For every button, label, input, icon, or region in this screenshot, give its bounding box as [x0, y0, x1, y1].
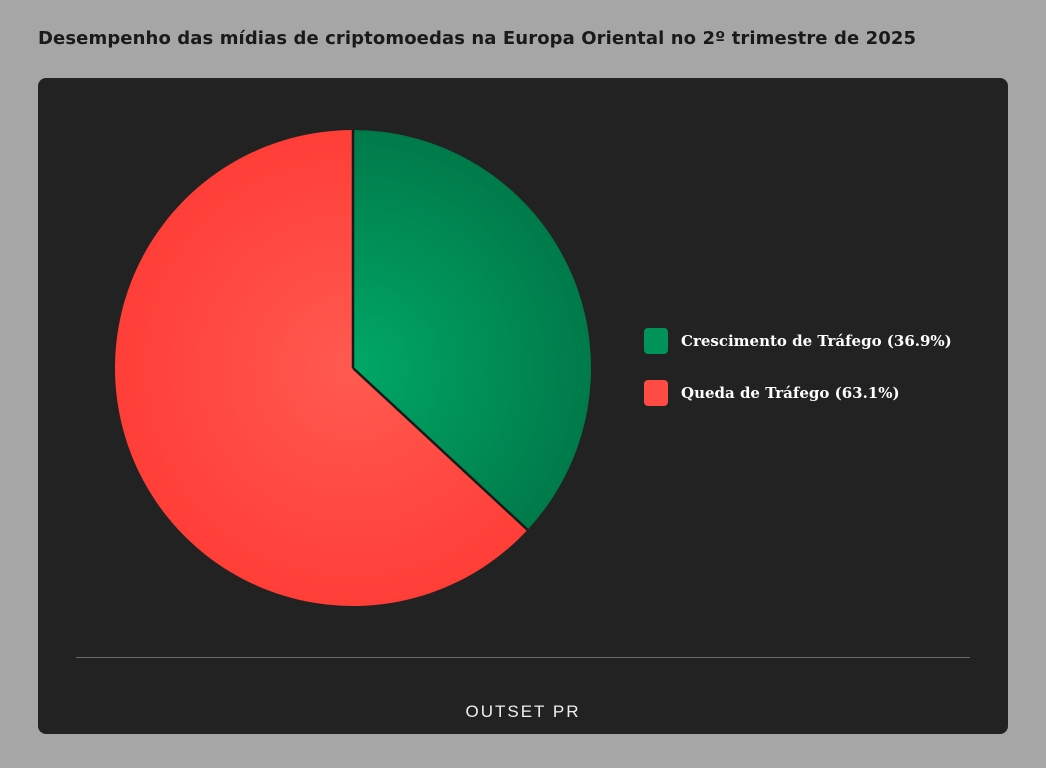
legend-item-decline[interactable]: Queda de Tráfego (63.1%): [644, 379, 952, 407]
slice-separator-1: [352, 367, 529, 531]
pie-slice-decline[interactable]: [115, 130, 528, 606]
pie-chart: [115, 130, 592, 606]
legend-item-growth[interactable]: Crescimento de Tráfego (36.9%): [644, 327, 952, 355]
legend-label-growth: Crescimento de Tráfego (36.9%): [681, 332, 952, 350]
chart-card: Crescimento de Tráfego (36.9%) Queda de …: [38, 78, 1008, 734]
legend-label-decline: Queda de Tráfego (63.1%): [681, 384, 900, 402]
footer-divider: [76, 657, 970, 658]
legend-swatch-growth: [644, 328, 668, 354]
legend-swatch-decline: [644, 380, 668, 406]
pie-slice-growth[interactable]: [353, 130, 592, 530]
chart-legend: Crescimento de Tráfego (36.9%) Queda de …: [644, 327, 952, 431]
outset-pr-logo: OUTSET PR: [465, 702, 581, 721]
chart-title: Desempenho das mídias de criptomoedas na…: [38, 28, 917, 49]
